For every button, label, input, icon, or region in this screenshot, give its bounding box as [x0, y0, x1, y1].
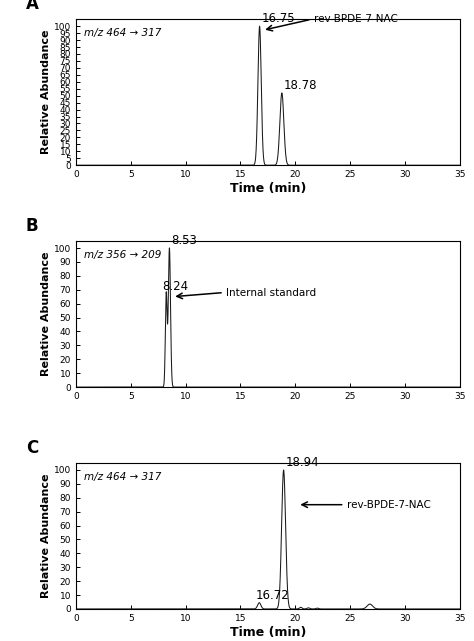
- Text: 8.24: 8.24: [163, 279, 189, 292]
- Text: 16.72: 16.72: [255, 589, 289, 602]
- Text: rev-BPDE-7-NAC: rev-BPDE-7-NAC: [347, 500, 431, 510]
- Text: Internal standard: Internal standard: [226, 288, 316, 297]
- Text: m/z 464 → 317: m/z 464 → 317: [83, 28, 161, 38]
- Text: 18.94: 18.94: [286, 456, 319, 469]
- Y-axis label: Relative Abundance: Relative Abundance: [41, 474, 51, 598]
- Text: 8.53: 8.53: [172, 234, 198, 247]
- Text: C: C: [26, 439, 38, 457]
- Text: A: A: [26, 0, 39, 13]
- Y-axis label: Relative Abundance: Relative Abundance: [41, 252, 51, 376]
- Y-axis label: Relative Abundance: Relative Abundance: [41, 30, 51, 154]
- Text: B: B: [26, 217, 38, 235]
- Text: m/z 464 → 317: m/z 464 → 317: [83, 472, 161, 482]
- Text: 18.78: 18.78: [284, 78, 318, 92]
- Text: m/z 356 → 209: m/z 356 → 209: [83, 250, 161, 260]
- X-axis label: Time (min): Time (min): [229, 182, 306, 195]
- Text: rev-BPDE-7-NAC: rev-BPDE-7-NAC: [314, 14, 398, 24]
- X-axis label: Time (min): Time (min): [229, 626, 306, 638]
- Text: 16.75: 16.75: [262, 12, 295, 25]
